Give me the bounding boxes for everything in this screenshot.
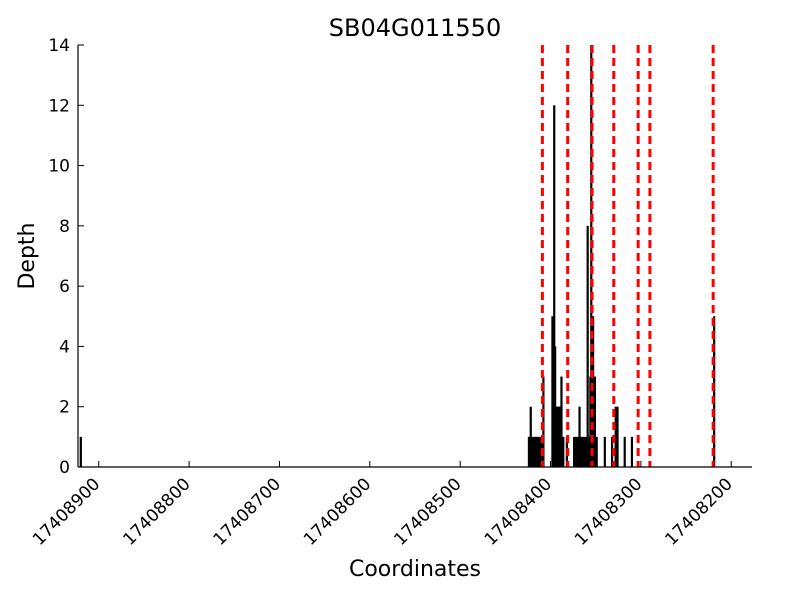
- depth-bar: [576, 436, 579, 467]
- depth-bars: [79, 45, 716, 468]
- depth-bar: [603, 436, 606, 467]
- depth-bar: [531, 436, 534, 467]
- depth-bar: [574, 436, 578, 467]
- y-tick-label: 14: [48, 36, 70, 56]
- depth-bar: [529, 406, 532, 467]
- x-tick-label: 17408800: [119, 474, 194, 549]
- depth-bar: [713, 316, 716, 467]
- depth-bar: [591, 316, 595, 467]
- x-tick-label: 17408700: [210, 474, 285, 549]
- depth-bar: [610, 436, 614, 467]
- depth-bar: [553, 105, 556, 468]
- x-axis-label: Coordinates: [349, 557, 481, 582]
- y-tick-label: 6: [59, 277, 70, 297]
- y-tick-label: 2: [59, 398, 70, 418]
- depth-bar: [614, 406, 617, 467]
- depth-bar: [527, 436, 531, 467]
- chart-title: SB04G011550: [329, 14, 501, 42]
- x-tick-label: 17408300: [571, 474, 646, 549]
- depth-bar: [562, 436, 565, 467]
- x-tick-label: 17408600: [300, 474, 375, 549]
- y-tick-label: 12: [48, 96, 70, 116]
- depth-bar: [535, 436, 538, 467]
- depth-bar: [630, 436, 634, 467]
- x-tick-label: 17408500: [390, 474, 465, 549]
- depth-bar: [593, 376, 596, 467]
- x-axis-ticks: 17408900 17408800 17408700 17408600 17408500…: [29, 461, 737, 550]
- y-tick-label: 0: [59, 458, 70, 478]
- site-markers: [540, 45, 715, 467]
- depth-bar: [580, 436, 583, 467]
- depth-bar: [586, 225, 589, 467]
- depth-bar: [533, 436, 536, 467]
- y-tick-label: 10: [48, 157, 70, 177]
- depth-bar: [536, 436, 540, 467]
- depth-bar: [578, 406, 581, 467]
- depth-bar: [616, 406, 619, 467]
- depth-bar: [583, 436, 587, 467]
- depth-bar: [623, 436, 626, 467]
- depth-bar: [542, 376, 545, 467]
- depth-bar: [551, 316, 554, 467]
- x-tick-label: 17408200: [661, 474, 736, 549]
- depth-bar: [573, 436, 576, 467]
- y-axis-ticks: 0 2 4 6 8 10 12 14: [48, 36, 84, 478]
- depth-bar: [582, 436, 585, 467]
- depth-bar: [560, 376, 563, 467]
- x-tick-label: 17408400: [481, 474, 556, 549]
- y-axis-label: Depth: [15, 222, 40, 289]
- y-tick-label: 4: [59, 337, 70, 357]
- depth-bar: [538, 436, 541, 467]
- x-tick-label: 17408900: [29, 474, 104, 549]
- depth-bar: [79, 436, 82, 467]
- depth-bar: [595, 436, 598, 467]
- y-tick-label: 8: [59, 217, 70, 237]
